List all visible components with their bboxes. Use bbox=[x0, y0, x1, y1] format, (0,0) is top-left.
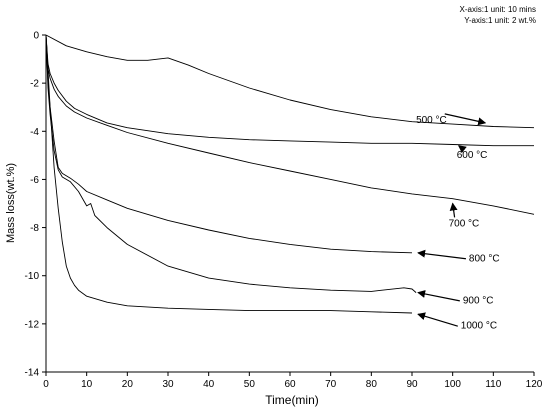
series-label-arrow bbox=[417, 312, 458, 327]
series-label-arrow bbox=[457, 145, 467, 154]
series-line bbox=[45, 34, 535, 129]
x-tick-label: 60 bbox=[284, 379, 296, 390]
y-tick-label: -2 bbox=[30, 79, 39, 90]
series-line bbox=[45, 34, 413, 254]
x-tick-label: 10 bbox=[81, 379, 93, 390]
series-line bbox=[45, 34, 413, 314]
y-tick-label: -8 bbox=[30, 223, 39, 234]
x-tick-label: 70 bbox=[325, 379, 337, 390]
series-label-arrow bbox=[417, 290, 460, 302]
x-tick-label: 120 bbox=[526, 379, 543, 390]
y-axis-label: Mass loss(wt.%) bbox=[5, 163, 17, 243]
series-line bbox=[45, 34, 417, 293]
x-tick-label: 0 bbox=[43, 379, 49, 390]
series-label: 900 °C bbox=[463, 295, 494, 306]
series-label-arrow bbox=[444, 113, 487, 126]
y-tick-label: -14 bbox=[25, 368, 40, 379]
series-labels: 500 °C 600 °C 700 °C 800 °C 900 °C 1000 °C bbox=[416, 113, 500, 332]
series-line bbox=[45, 34, 535, 215]
x-tick-label: 30 bbox=[162, 379, 174, 390]
x-tick-label: 80 bbox=[366, 379, 378, 390]
series-label: 600 °C bbox=[457, 150, 488, 161]
series-label: 700 °C bbox=[449, 218, 480, 229]
x-tick-label: 20 bbox=[122, 379, 134, 390]
x-tick-label: 50 bbox=[244, 379, 256, 390]
x-tick-label: 110 bbox=[485, 379, 501, 390]
x-axis-label: Time(min) bbox=[265, 393, 319, 407]
series-line bbox=[45, 34, 534, 147]
series-label: 800 °C bbox=[469, 253, 500, 264]
axes: 0 10 20 30 40 50 60 70 80 90 100 110 120 0 -2 -4 -6 -8 -10… bbox=[25, 31, 543, 391]
x-axis-unit-note: X-axis:1 unit: 10 mins bbox=[459, 5, 536, 14]
series-label: 1000 °C bbox=[461, 321, 497, 332]
y-axis-unit-note: Y-axis:1 unit: 2 wt.% bbox=[464, 16, 536, 25]
series-label: 500 °C bbox=[416, 115, 447, 126]
x-tick-label: 100 bbox=[444, 379, 461, 390]
series-label-arrow bbox=[449, 202, 458, 218]
y-tick-label: -6 bbox=[30, 175, 39, 186]
y-tick-label: 0 bbox=[33, 31, 39, 42]
series-layer bbox=[45, 34, 535, 314]
y-tick-label: -12 bbox=[25, 319, 40, 330]
x-tick-label: 40 bbox=[203, 379, 215, 390]
series-label-arrow bbox=[417, 249, 467, 260]
x-tick-label: 90 bbox=[406, 379, 418, 390]
y-tick-label: -4 bbox=[30, 127, 39, 138]
y-tick-label: -10 bbox=[25, 271, 40, 282]
